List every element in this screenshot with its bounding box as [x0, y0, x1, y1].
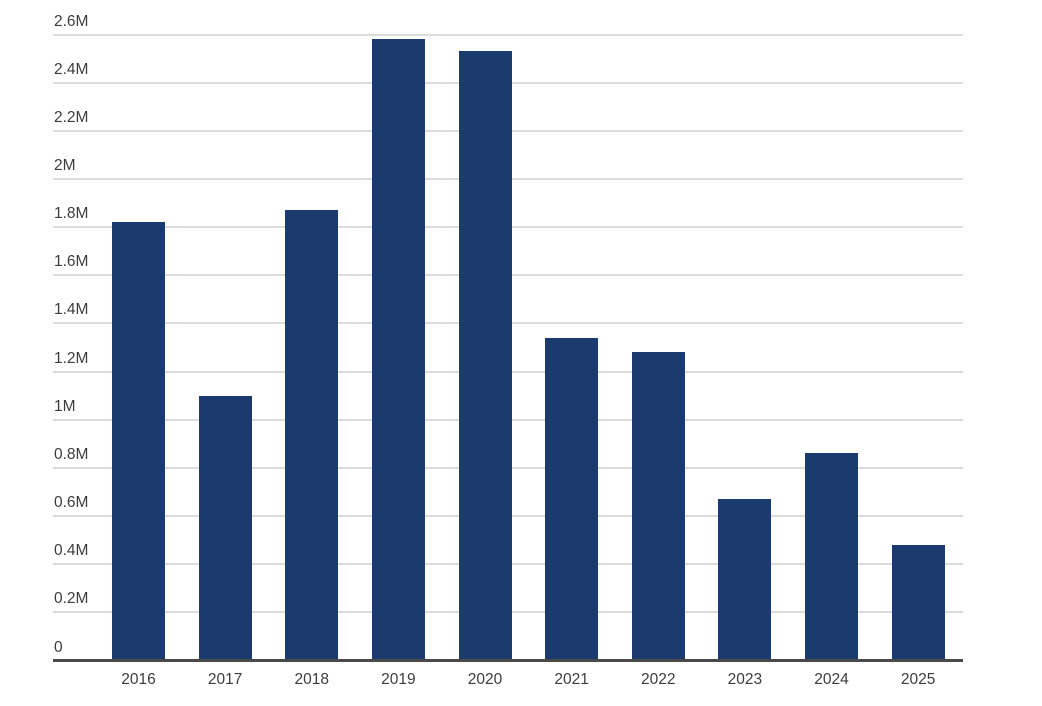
- bar: [891, 544, 945, 661]
- bar: [198, 395, 252, 661]
- x-axis-tick-label: 2024: [814, 671, 849, 688]
- y-axis-tick-label: 1.8M: [54, 205, 89, 223]
- bar: [718, 499, 772, 661]
- bar: [285, 210, 339, 661]
- x-axis-tick-label: 2020: [467, 671, 503, 688]
- x-axis-tick-label: 2022: [641, 671, 676, 688]
- bar: [631, 352, 685, 661]
- y-axis-tick-label: 2.6M: [54, 12, 89, 30]
- x-axis-tick-label: 2016: [121, 671, 156, 688]
- x-axis-line: [53, 659, 963, 662]
- y-axis-tick-label: 1.2M: [54, 349, 89, 367]
- y-axis-tick-label: 0.8M: [54, 445, 89, 463]
- x-axis-tick-label: 2021: [554, 671, 589, 688]
- y-axis-tick-label: 0.4M: [54, 542, 89, 560]
- x-axis-tick-label: 2019: [381, 671, 416, 688]
- y-axis-tick-label: 2.4M: [54, 60, 89, 78]
- y-axis-tick-label: 1M: [54, 397, 76, 415]
- y-axis-tick-label: 0.2M: [54, 590, 89, 608]
- bar: [805, 453, 859, 661]
- x-axis-tick-label: 2018: [294, 671, 329, 688]
- gridline: [53, 33, 963, 36]
- y-axis-tick-label: 2.2M: [54, 108, 89, 126]
- x-axis-tick-label: 2017: [207, 671, 243, 688]
- x-axis-tick-label: 2023: [727, 671, 763, 688]
- y-axis-tick-label: 0.6M: [54, 494, 89, 512]
- y-axis-tick-label: 1.4M: [54, 301, 89, 319]
- x-axis-tick-label: 2025: [900, 671, 936, 688]
- y-axis-tick-label: 1.6M: [54, 253, 89, 271]
- y-axis-tick-label: 2M: [54, 156, 76, 174]
- bar: [371, 39, 425, 661]
- bar: [112, 222, 165, 661]
- bar: [458, 51, 512, 661]
- bar: [545, 337, 599, 661]
- y-axis-tick-label: 0: [54, 638, 63, 656]
